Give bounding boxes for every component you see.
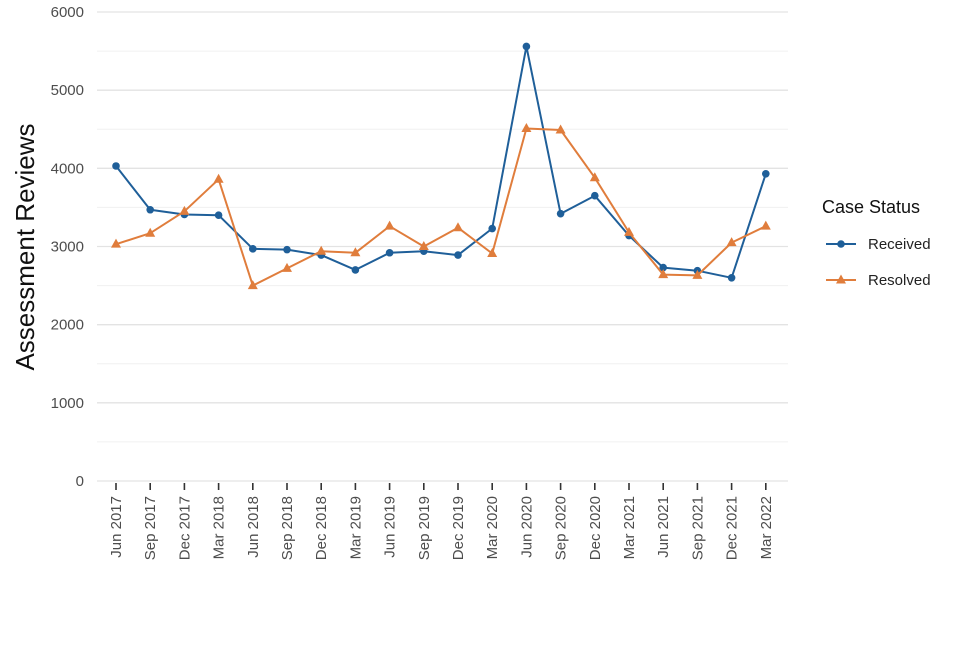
y-axis-label: Assessment Reviews: [10, 123, 40, 370]
data-point-received: [659, 263, 667, 272]
data-point-resolved: [418, 241, 429, 250]
data-point-received: [146, 205, 154, 214]
data-point-received: [591, 191, 599, 200]
y-tick-label: 6000: [51, 4, 84, 21]
data-point-resolved: [282, 262, 292, 272]
x-tick-label: Dec 2019: [450, 496, 467, 560]
data-point-resolved: [145, 227, 156, 237]
data-point-resolved: [487, 248, 498, 258]
y-tick-label: 1000: [51, 395, 84, 412]
data-point-received: [762, 170, 770, 178]
legend-label-received: Received: [868, 236, 931, 253]
x-tick-label: Mar 2019: [347, 496, 364, 559]
data-point-resolved: [760, 220, 771, 230]
x-tick-label: Jun 2020: [518, 496, 535, 558]
legend-item-resolved: Resolved: [826, 272, 931, 289]
y-tick-label: 0: [76, 473, 84, 490]
data-point-resolved: [350, 247, 361, 257]
data-point-resolved: [726, 237, 737, 247]
x-tick-label: Sep 2020: [553, 496, 570, 560]
data-point-resolved: [658, 269, 669, 279]
data-point-resolved: [521, 122, 532, 132]
x-tick-label: Dec 2021: [724, 496, 741, 560]
data-point-received: [488, 224, 497, 233]
data-point-resolved: [316, 245, 327, 255]
data-point-received: [522, 42, 531, 51]
data-point-received: [727, 273, 736, 282]
series-line-received: [115, 45, 767, 279]
data-point-received: [556, 209, 565, 218]
data-point-received: [283, 245, 291, 254]
x-tick-label: Jun 2017: [108, 496, 125, 558]
x-tick-label: Mar 2022: [758, 496, 775, 559]
x-tick-label: Sep 2017: [142, 496, 159, 560]
data-point-resolved: [555, 124, 566, 134]
grid-layer: [97, 11, 788, 482]
x-tick-label: Dec 2018: [313, 496, 330, 560]
data-point-received: [249, 245, 257, 253]
y-tick-label: 2000: [51, 317, 84, 334]
data-point-resolved: [453, 222, 463, 232]
legend-marker-resolved: [836, 274, 846, 284]
x-tick-label: Dec 2017: [176, 496, 193, 560]
y-tick-label: 5000: [51, 82, 84, 99]
data-point-resolved: [692, 269, 703, 279]
data-point-resolved: [111, 238, 121, 248]
data-point-received: [351, 266, 360, 274]
x-tick-label: Mar 2021: [621, 496, 638, 559]
data-point-resolved: [624, 226, 634, 236]
legend-marker-received: [837, 240, 845, 248]
legend: Case Status Received Resolved: [822, 197, 931, 289]
y-tick-label: 4000: [51, 160, 84, 177]
y-tick-label: 3000: [51, 239, 84, 256]
data-point-resolved: [384, 220, 395, 230]
series-line-resolved: [115, 127, 767, 287]
series-layer: [111, 42, 771, 290]
legend-label-resolved: Resolved: [868, 272, 931, 289]
x-tick-label: Jun 2019: [382, 496, 399, 558]
data-point-resolved: [179, 205, 190, 215]
data-point-resolved: [589, 172, 600, 182]
data-point-received: [112, 162, 120, 170]
legend-items: Received Resolved: [826, 236, 931, 289]
x-tick-label: Sep 2019: [416, 496, 433, 560]
x-tick-label: Sep 2021: [689, 496, 706, 560]
x-tick-label: Dec 2020: [587, 496, 604, 560]
data-point-received: [385, 248, 394, 257]
legend-item-received: Received: [826, 236, 931, 253]
legend-title: Case Status: [822, 197, 920, 217]
x-tick-label: Mar 2018: [211, 496, 228, 559]
x-tick-label: Jun 2018: [245, 496, 262, 558]
data-point-received: [454, 251, 462, 259]
data-point-resolved: [247, 280, 258, 290]
data-point-resolved: [213, 173, 224, 183]
x-tick-label: Sep 2018: [279, 496, 296, 560]
x-tick-label: Mar 2020: [484, 496, 501, 559]
axis-layer: 0 1000 2000 3000 4000 5000 6000 Jun 2017 Sep 201…: [51, 4, 775, 560]
x-tick-label: Jun 2021: [655, 496, 672, 558]
data-point-received: [214, 211, 223, 220]
